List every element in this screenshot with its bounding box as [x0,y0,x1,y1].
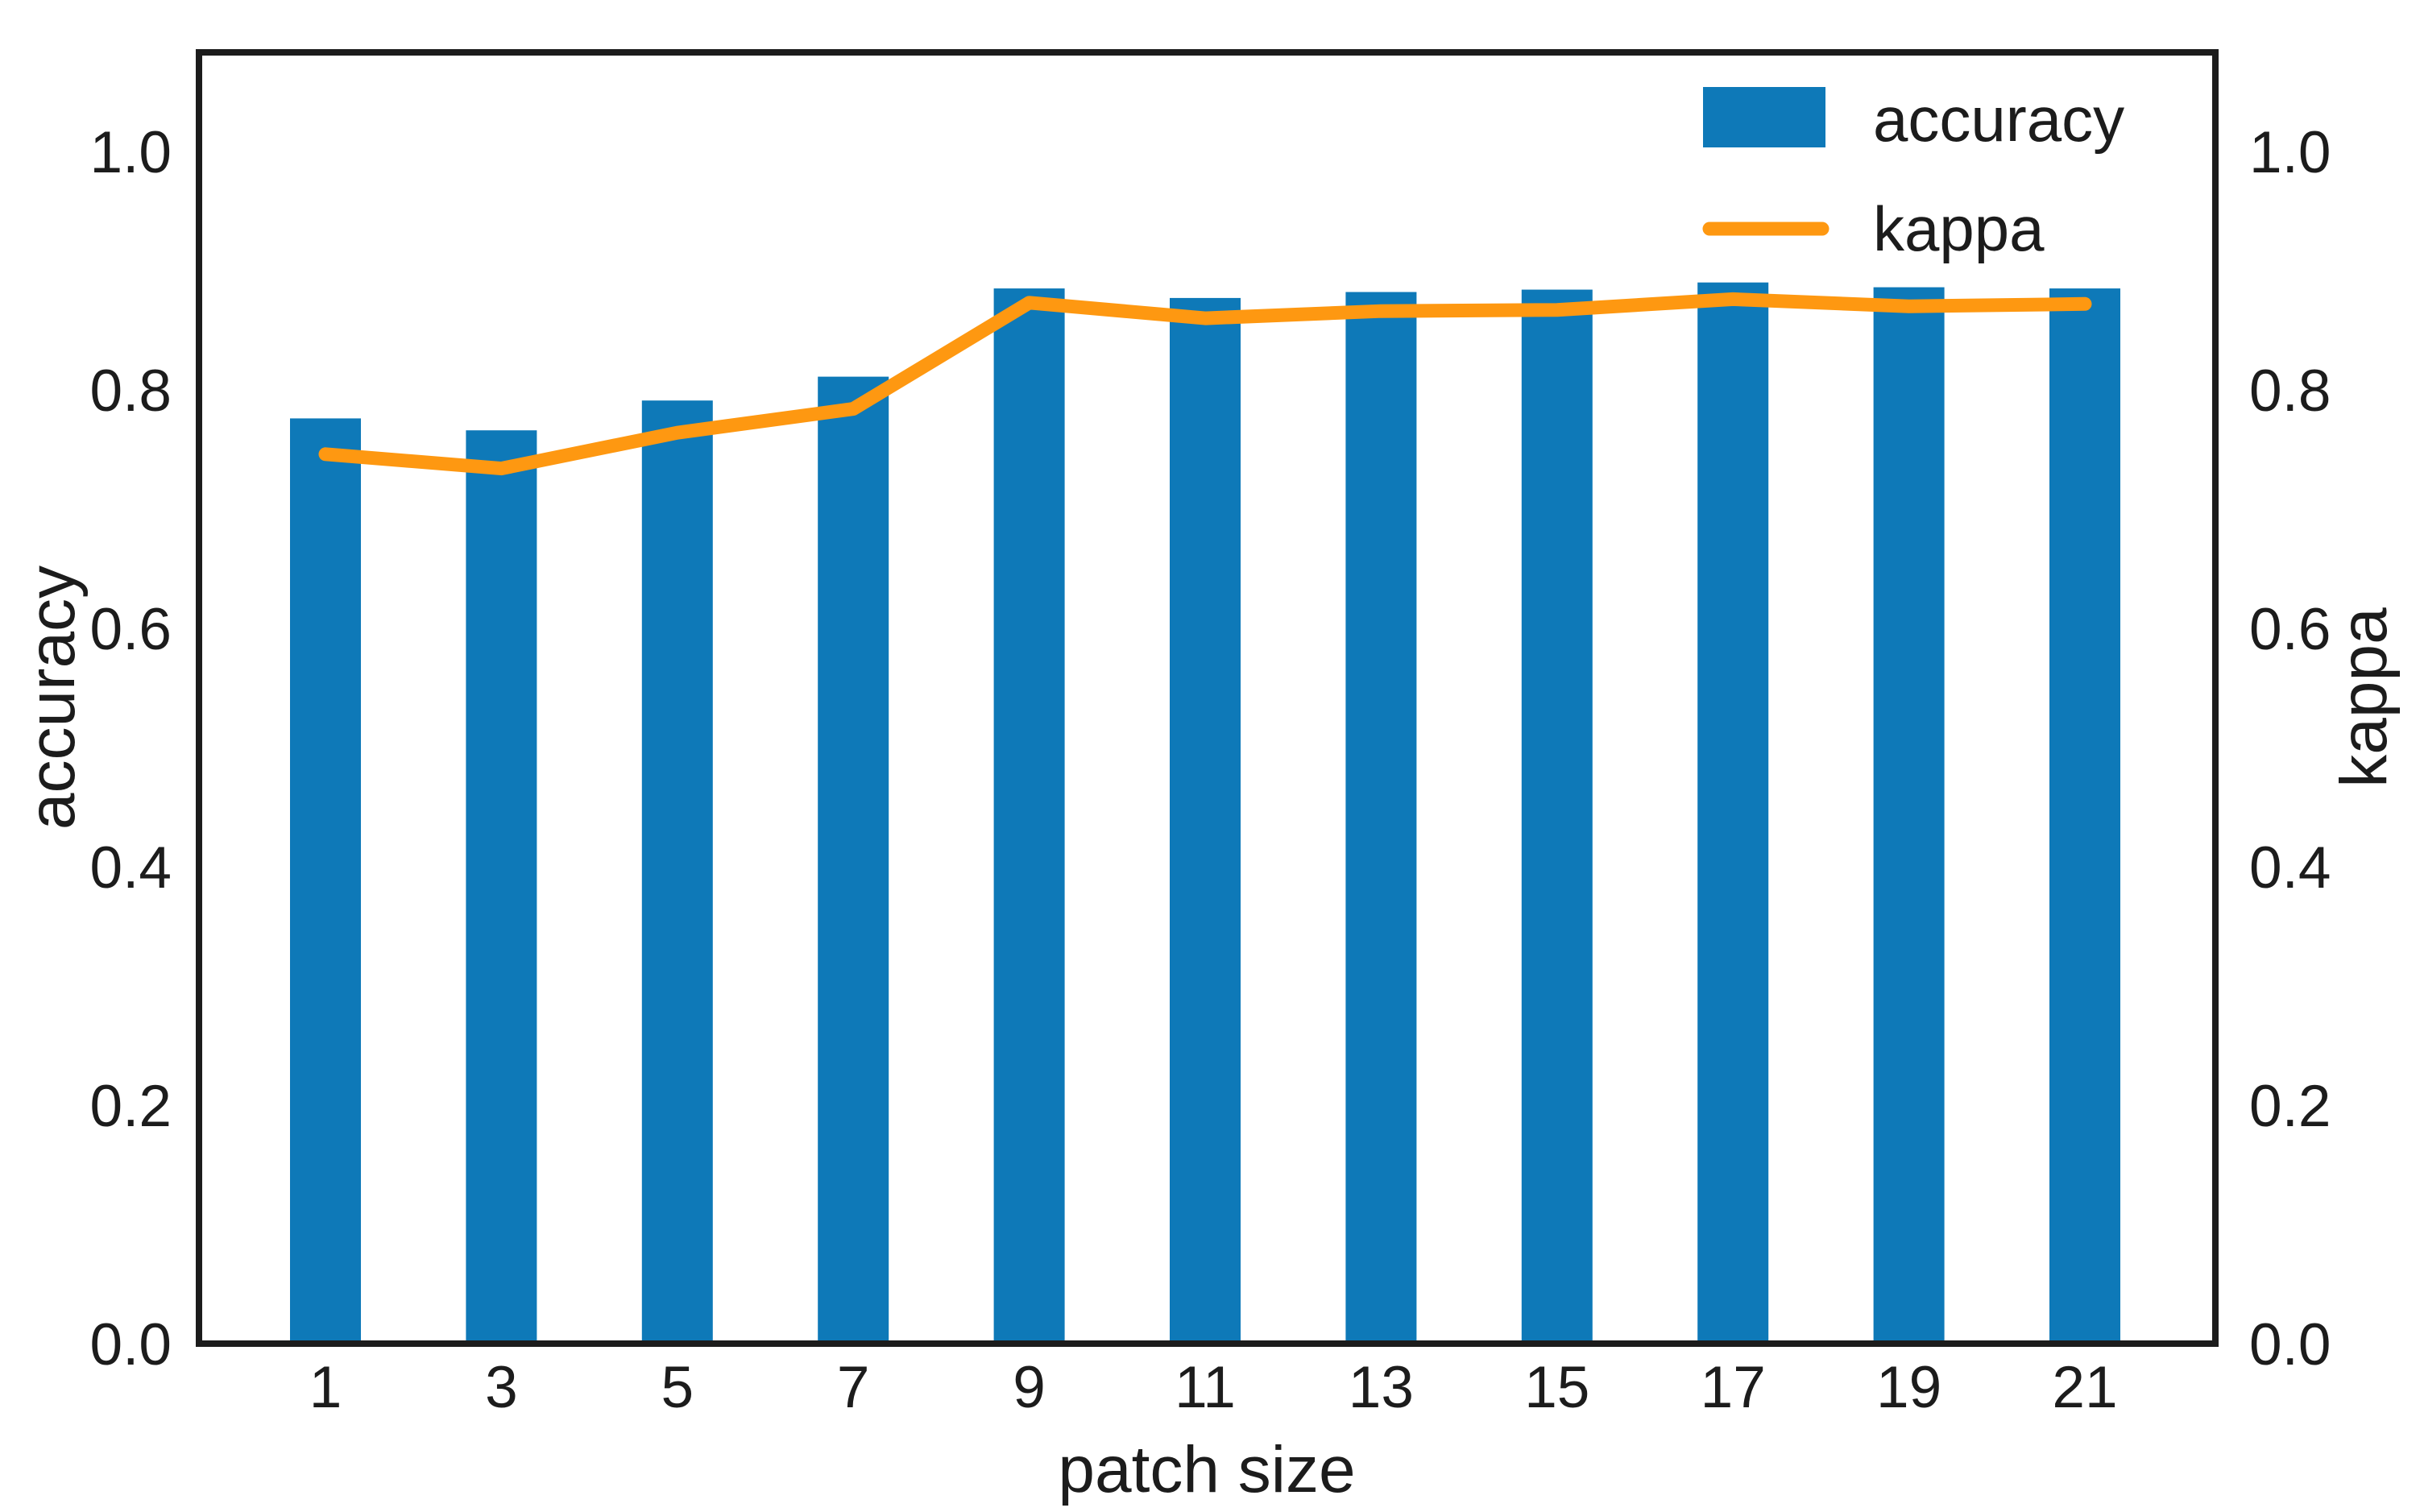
x-tick-label-1: 1 [309,1355,342,1420]
y-tick-label-right-0.6: 0.6 [2249,597,2331,662]
x-tick-label-13: 13 [1349,1355,1414,1420]
y-tick-label-left-0.0: 0.0 [90,1312,172,1377]
legend-swatch-accuracy [1703,87,1825,147]
x-axis-title: patch size [1058,1433,1355,1506]
y-tick-label-left-0.4: 0.4 [90,835,172,901]
y-tick-label-left-0.6: 0.6 [90,597,172,662]
y-axis-title-left: accuracy [15,565,89,830]
kappa-line [318,292,2092,476]
legend-label-accuracy: accuracy [1873,84,2124,155]
x-tick-label-15: 15 [1524,1355,1589,1420]
axis-tick-labels: 0.00.20.40.60.81.00.00.20.40.60.81.01 3 5 7… [90,120,2331,1420]
plot-border [196,49,2219,1347]
bar-patch-13 [1345,292,1417,1344]
x-tick-label-17: 17 [1701,1355,1766,1420]
bar-patch-15 [1521,289,1593,1344]
bar-patch-7 [818,376,889,1344]
y-tick-label-right-0.2: 0.2 [2249,1074,2331,1139]
y-tick-label-left-0.8: 0.8 [90,358,172,424]
y-tick-label-left-0.2: 0.2 [90,1074,172,1139]
x-tick-label-3: 3 [485,1355,518,1420]
legend-label-kappa: kappa [1873,193,2045,264]
y-tick-label-right-0.4: 0.4 [2249,835,2331,901]
bar-patch-19 [1873,287,1945,1344]
y-tick-label-right-1.0: 1.0 [2249,120,2331,185]
x-tick-label-9: 9 [1013,1355,1046,1420]
x-tick-label-11: 11 [1175,1355,1236,1420]
bar-patch-9 [993,288,1065,1344]
legend: accuracy kappa [1702,84,2124,264]
plot-spines [196,49,2219,1347]
bar-patch-3 [466,430,537,1344]
x-tick-label-21: 21 [2052,1355,2117,1420]
bar-patch-11 [1170,297,1241,1344]
x-tick-label-7: 7 [837,1355,870,1420]
bar-patch-1 [290,418,361,1344]
x-tick-label-5: 5 [661,1355,694,1420]
kappa-line-layer [318,292,2092,476]
x-tick-label-19: 19 [1876,1355,1941,1420]
bar-patch-21 [2049,288,2120,1344]
bar-patch-17 [1697,282,1769,1344]
bar-patch-5 [641,400,713,1344]
y-tick-label-right-0.8: 0.8 [2249,358,2331,424]
y-axis-title-right: kappa [2327,607,2401,788]
accuracy-bars [290,282,2120,1344]
y-tick-label-right-0.0: 0.0 [2249,1312,2331,1377]
y-tick-label-left-1.0: 1.0 [90,120,172,185]
